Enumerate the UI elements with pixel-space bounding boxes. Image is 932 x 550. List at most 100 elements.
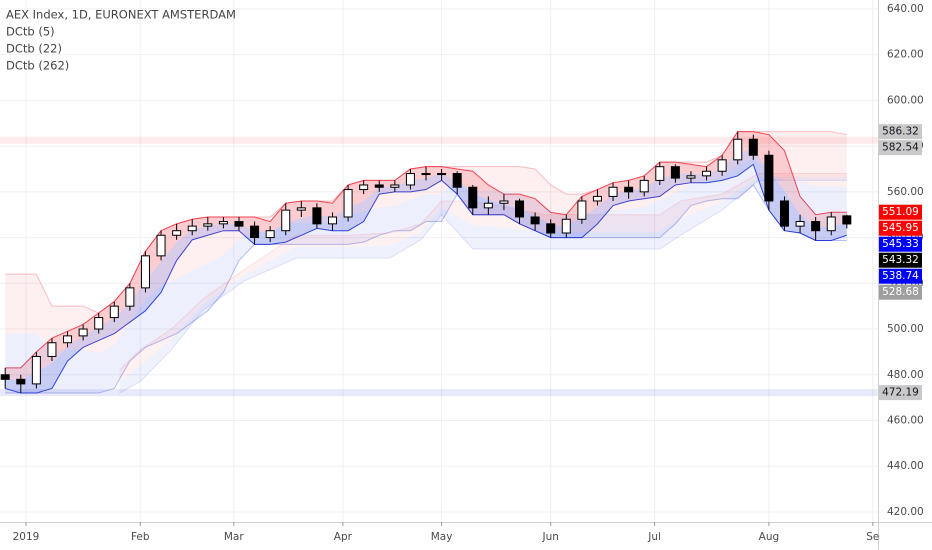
candle-body [437, 173, 447, 176]
y-tick-label: 440.00 [887, 460, 924, 472]
candle-body [717, 159, 727, 172]
price-label-bg [879, 220, 922, 236]
candle-body [826, 216, 836, 232]
candle-body [468, 186, 478, 209]
price-label-bg [879, 140, 922, 156]
candle-body [281, 209, 291, 232]
y-tick-label: 500.00 [887, 323, 924, 335]
band-lower-line [5, 184, 847, 394]
band-lower-line [5, 163, 847, 394]
price-label: 582.54 [882, 142, 919, 154]
y-tick-label: 560.00 [887, 186, 924, 198]
x-tick-label: Feb [131, 531, 150, 543]
candle-body [47, 342, 57, 357]
price-label: 551.09 [882, 206, 919, 218]
candle-body [359, 184, 369, 191]
candle-body [608, 186, 618, 197]
candle-body [764, 154, 774, 202]
price-label-bg [879, 124, 922, 140]
candle-body [187, 225, 197, 232]
x-tick-label: Jun [541, 531, 558, 543]
candle-body [686, 175, 696, 179]
band-fill-upper [5, 131, 847, 381]
price-label-bg [879, 385, 922, 401]
band-upper-line [119, 173, 847, 371]
candle-body [795, 221, 805, 227]
candle-body [592, 195, 602, 202]
candle-body [577, 200, 587, 220]
candle-body [343, 189, 353, 218]
x-tick-label: Jul [647, 531, 661, 543]
candle-body [530, 216, 540, 225]
candle-body [779, 200, 789, 227]
candle-body [78, 328, 88, 337]
candle-body [16, 378, 26, 385]
candle-body [172, 230, 182, 236]
price-label: 545.33 [882, 238, 919, 250]
y-tick-label: 620.00 [887, 49, 924, 61]
candle-body [624, 186, 634, 193]
candle-body [499, 200, 509, 204]
axes: 640.00620.00600.00580.00560.00540.00520.… [13, 3, 924, 543]
price-label-bg [879, 284, 922, 300]
candle-body [842, 215, 852, 225]
indicators [0, 131, 878, 397]
candle-body [265, 230, 275, 239]
price-label: 538.74 [882, 270, 919, 282]
candle-body [639, 179, 649, 193]
y-tick-label: 600.00 [887, 94, 924, 106]
candle-body [702, 170, 712, 177]
band-lower-line [119, 179, 847, 394]
band-fill-upper [119, 173, 847, 382]
candle-body [405, 173, 415, 186]
candle-body [156, 234, 166, 257]
legend-title: AEX Index, 1D, EURONEXT AMSTERDAM [6, 8, 236, 22]
candle-body [733, 138, 743, 161]
legend-entry: DCtb (22) [6, 42, 62, 56]
y-tick-label: 480.00 [887, 369, 924, 381]
price-label-bg [879, 236, 922, 252]
x-tick-label: Mar [224, 531, 244, 543]
candle-body [203, 223, 213, 227]
candle-body [452, 173, 462, 188]
candle-body [655, 166, 665, 181]
band-fill-upper [5, 131, 847, 354]
candle-body [234, 221, 244, 227]
candle-body [327, 216, 337, 225]
price-label-bg [879, 204, 922, 220]
price-label-bg [879, 252, 922, 268]
candle-body [0, 374, 10, 380]
candle-body [125, 287, 135, 307]
band-fill-lower [5, 158, 847, 394]
candle-body [670, 166, 680, 179]
candle-body [109, 305, 119, 319]
candle-body [811, 221, 821, 232]
candle-body [390, 184, 400, 188]
candle-body [483, 202, 493, 209]
x-tick-label: Aug [759, 531, 780, 543]
price-label: 543.32 [882, 254, 919, 266]
candle-body [748, 138, 758, 156]
candle-body [94, 317, 104, 330]
price-label: 545.95 [882, 222, 919, 234]
price-label-bg [879, 268, 922, 284]
y-tick-label: 640.00 [887, 3, 924, 15]
candle-body [140, 255, 150, 289]
candle-body [250, 225, 260, 239]
candle-body [63, 335, 73, 344]
candle-body [296, 207, 306, 211]
candle-body [561, 218, 571, 234]
candles [0, 131, 852, 394]
band-fill-lower [5, 148, 847, 394]
candle-body [218, 221, 228, 225]
price-label: 528.68 [882, 286, 919, 298]
band-fill-lower [119, 176, 847, 394]
price-label: 472.19 [882, 387, 919, 399]
y-tick-label: 460.00 [887, 414, 924, 426]
x-tick-label: May [431, 531, 453, 543]
candle-body [515, 200, 525, 218]
candle-body [546, 223, 556, 234]
